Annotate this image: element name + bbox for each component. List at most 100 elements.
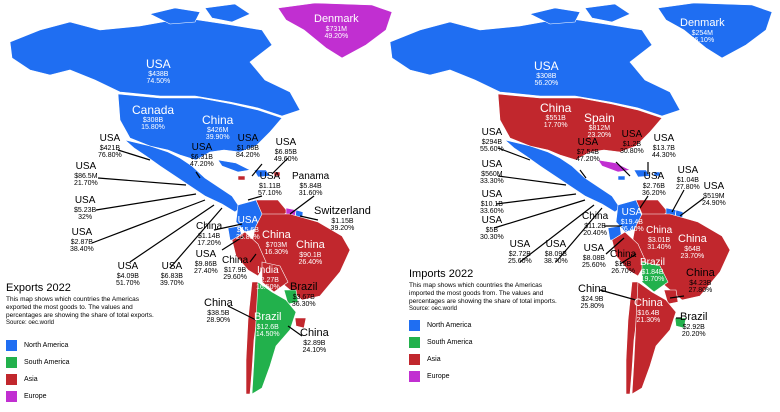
exp-usa (117, 93, 283, 161)
exp-label-brazil-paraguay: Brazil $3.67B 36.30% (290, 281, 318, 308)
exp-label-usa-bahamas: USA $1.08B 84.20% (236, 133, 260, 159)
imp-label-usa-cuba: USA $7.54B 47.20% (576, 137, 600, 163)
imp-bolivia (641, 261, 669, 293)
exp-label-china-panama: China $1.14B 17.20% (196, 221, 223, 247)
legend-swatch (409, 337, 420, 348)
imp-label-china-argentina: China $16.4B 21.30% (634, 297, 663, 324)
imp-label-brazil-bolivia: Brazil $1.84B 19.70% (640, 257, 666, 283)
exp-label-china-brazil: China $90.1B 26.40% (296, 239, 325, 266)
imp-label-brazil-uruguay: Brazil $2.92B 20.20% (680, 311, 708, 338)
imp-label-denmark: Denmark $254M 56.10% (680, 17, 725, 44)
exp-label-usa-mexico: USA $421B 76.80% (98, 133, 122, 159)
imports-info: Imports 2022 This map shows which countr… (409, 268, 569, 312)
exp-label-usa-nicaragua: USA $4.09B 51.70% (116, 261, 140, 287)
imp-label-usa-nicaragua: USA $2.72B 25.60% (508, 239, 532, 265)
legend-swatch (6, 357, 17, 368)
imports-description: This map shows which countries the Ameri… (409, 282, 557, 305)
imp-usa (497, 93, 663, 161)
imp-label-usa-guatemala: USA $10.1B 33.60% (480, 189, 504, 215)
imp-label-usa-mexico: USA $294B 55.60% (480, 127, 504, 153)
legend-swatch (6, 391, 17, 402)
exp-label-usa-colombia: USA $15.6B 25.80% (236, 215, 260, 241)
imp-arctic-islands (529, 3, 631, 25)
exp-label-usa-canada: USA $438B 74.50% (146, 57, 171, 85)
exp-legend-south-america: South America (6, 357, 70, 368)
imp-label-usa-dominican: USA $13.7B 44.30% (652, 133, 676, 159)
exp-label-usa-cuba: USA $6.31B 47.20% (190, 142, 214, 168)
imp-argentina (631, 281, 677, 395)
legend-swatch (409, 371, 420, 382)
legend-swatch (409, 354, 420, 365)
exp-legend-north-america: North America (6, 340, 68, 351)
exp-hispaniola (253, 169, 271, 178)
exp-label-india-bolivia: India $2.27B 16.50% (256, 265, 280, 291)
imp-legend-asia: Asia (409, 354, 441, 365)
exp-label-denmark: Denmark $731M 49.20% (314, 13, 359, 40)
imp-puerto-rico (653, 171, 661, 177)
imp-uruguay (674, 317, 687, 329)
exp-label-usa-ecuador: USA $9.86B 27.40% (194, 249, 218, 275)
imp-legend-south-america: South America (409, 337, 473, 348)
legend-swatch (6, 340, 17, 351)
exp-bolivia (261, 261, 289, 293)
imp-canada (389, 17, 681, 117)
exp-label-china-chile: China $38.5B 28.90% (204, 297, 233, 324)
exp-legend-europe: Europe (6, 391, 47, 402)
imp-label-china-paraguay: China $4.23B 27.80% (686, 267, 715, 294)
imp-label-china-usa: China $551B 17.70% (540, 101, 572, 129)
imp-cuba (597, 159, 631, 173)
exp-label-usa-jamaica: USA $1.11B 57.10% (258, 171, 282, 197)
imp-label-china-chile: China $24.9B 25.80% (578, 283, 607, 310)
imp-jamaica (617, 175, 626, 181)
imp-label-usa-jamaica: USA $2.76B 36.20% (642, 171, 666, 197)
exp-label-brazil-argentina: Brazil $12.6B 14.50% (254, 311, 282, 338)
exp-jamaica (237, 175, 246, 181)
exp-cuba (217, 159, 251, 173)
exports-title: Exports 2022 (6, 282, 71, 294)
imp-label-china-brazil: China $64B 23.70% (678, 233, 707, 260)
exp-label-usa-dominican: USA $6.85B 49.60% (274, 137, 298, 163)
imp-legend-north-america: North America (409, 320, 471, 331)
imp-label-usa-puerto-rico: USA $1.04B 27.80% (676, 165, 700, 191)
exp-canada (9, 17, 301, 117)
callout-lines (91, 147, 705, 337)
exp-label-usa-costa-rica: USA $6.83B 39.70% (160, 261, 184, 287)
exp-legend-asia: Asia (6, 374, 38, 385)
imp-label-china-peru: China $15B 26.70% (610, 249, 637, 275)
imp-label-usa-canada: USA $308B 56.20% (534, 59, 559, 87)
exp-label-usa-guatemala: USA $5.23B 32% (74, 195, 97, 221)
exp-label-china-venezuela: China $703M 16.30% (262, 229, 291, 256)
imports-map (389, 2, 773, 395)
imp-label-usa-colombia: USA $19.4B 26.40% (620, 207, 644, 233)
imp-label-usa-ecuador: USA $8.08B 25.60% (582, 243, 606, 269)
exports-map (9, 2, 393, 395)
imp-label-usa-trinidad: USA $519M 24.90% (702, 181, 726, 207)
imp-hispaniola (633, 169, 651, 178)
imp-label-usa-costa-rica: USA $8.09B 38.70% (544, 239, 568, 265)
exp-puerto-rico (273, 171, 281, 177)
exp-label-canada: Canada $308B 15.80% (132, 103, 175, 131)
exp-label-usa-belize: USA $86.5M 21.70% (74, 161, 98, 187)
imp-label-usa-bahamas: USA $1.2B 30.80% (620, 129, 644, 155)
exp-label-china-peru: China $17.9B 29.60% (222, 255, 249, 281)
exports-info: Exports 2022 This map shows which countr… (6, 282, 166, 326)
imports-source: Source: oec.world (409, 306, 458, 313)
legend-swatch (409, 320, 420, 331)
exports-description: This map shows which countries the Ameri… (6, 296, 154, 319)
exp-uruguay (294, 317, 307, 329)
imp-paraguay (663, 289, 679, 305)
imp-label-usa-belize: USA $560M 33.30% (480, 159, 504, 185)
legend-swatch (6, 374, 17, 385)
exp-label-panama: Panama $5.84B 31.60% (292, 171, 330, 197)
imp-label-spain-cuba: Spain $812M 23.20% (584, 111, 615, 139)
exp-argentina (251, 281, 297, 395)
exp-label-china-greenland: China $426M 39.90% (202, 113, 234, 141)
exports-source: Source: oec.world (6, 320, 55, 327)
imp-label-usa-honduras: USA $5B 30.30% (480, 215, 504, 241)
imp-legend-europe: Europe (409, 371, 450, 382)
exp-label-switzerland: Switzerland $1.15B 39.20% (314, 205, 371, 232)
imports-title: Imports 2022 (409, 268, 474, 280)
exp-greenland (277, 2, 393, 59)
imp-greenland (657, 2, 773, 59)
